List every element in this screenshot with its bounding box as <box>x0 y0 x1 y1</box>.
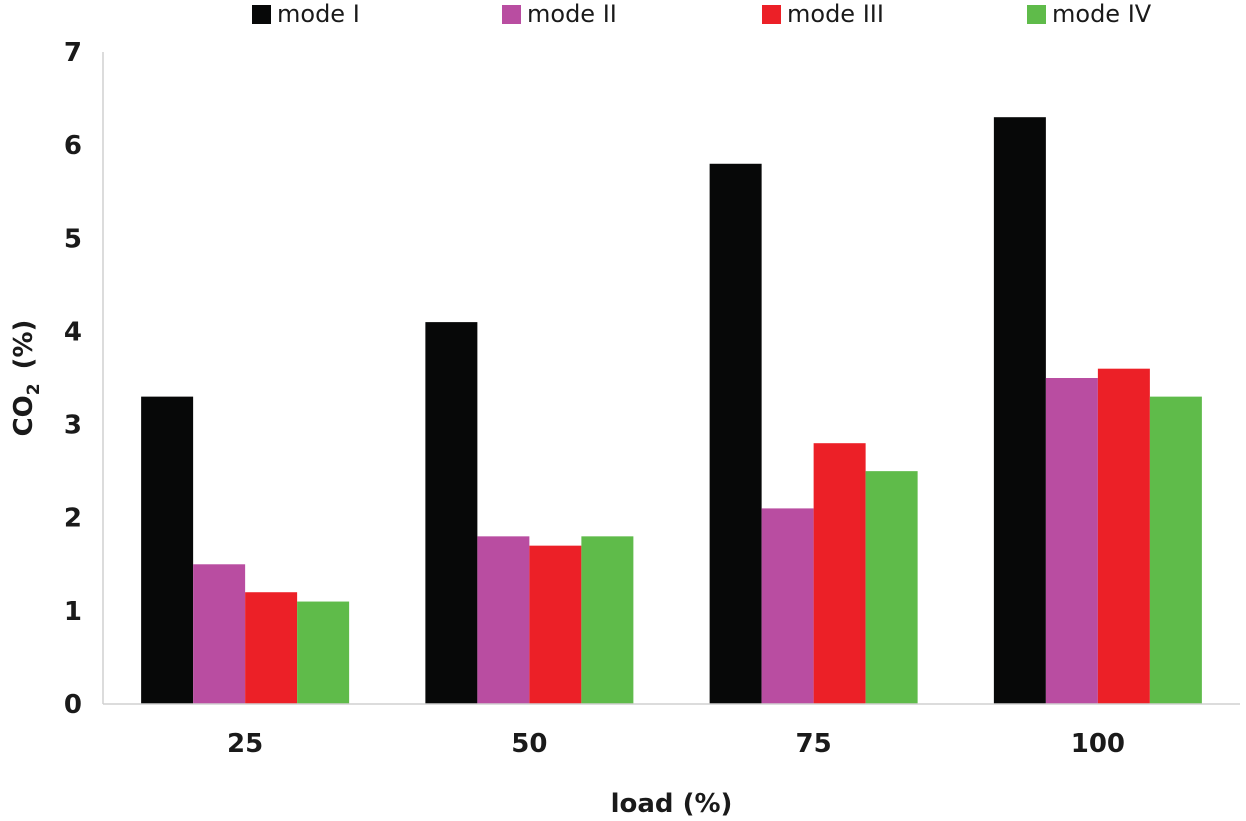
bar <box>709 163 762 704</box>
y-tick-label: 7 <box>64 38 82 68</box>
bar <box>529 545 582 704</box>
y-axis-title-subscript: 2 <box>24 383 44 395</box>
legend-label: mode IV <box>1052 0 1152 28</box>
legend-swatch <box>1027 5 1046 24</box>
legend-swatch <box>252 5 271 24</box>
x-tick-label: 50 <box>511 729 547 759</box>
legend-label: mode III <box>787 0 884 28</box>
legend: mode I mode II mode III mode IV <box>252 0 1152 28</box>
x-tick-label: 75 <box>796 729 832 759</box>
legend-label: mode I <box>277 0 360 28</box>
y-tick-label: 2 <box>64 504 82 534</box>
bar <box>865 471 918 704</box>
x-tick-label: 25 <box>227 729 263 759</box>
bar <box>297 601 350 704</box>
bars <box>141 117 1202 704</box>
y-tick-label: 0 <box>64 690 82 720</box>
y-axis-title-unit: (%) <box>9 320 39 370</box>
bar <box>477 536 530 704</box>
bar <box>141 396 194 704</box>
bar <box>425 322 478 704</box>
y-tick-label: 5 <box>64 224 82 254</box>
x-tick-label: 100 <box>1071 729 1125 759</box>
bar <box>245 592 298 704</box>
y-tick-label: 4 <box>64 317 82 347</box>
bar <box>993 117 1046 704</box>
bar <box>813 443 866 704</box>
y-axis-ticks: 0 1 2 3 4 5 6 7 <box>64 38 82 720</box>
y-tick-label: 3 <box>64 411 82 441</box>
bar <box>1097 368 1150 704</box>
bar <box>193 564 246 704</box>
y-tick-label: 1 <box>64 597 82 627</box>
legend-label: mode II <box>527 0 617 28</box>
bar <box>761 508 814 704</box>
bar <box>1149 396 1202 704</box>
legend-swatch <box>502 5 521 24</box>
y-axis-title-main: CO <box>9 395 39 436</box>
y-tick-label: 6 <box>64 131 82 161</box>
x-axis-title: load (%) <box>611 789 733 819</box>
legend-swatch <box>762 5 781 24</box>
x-axis-ticks: 25 50 75 100 <box>227 729 1125 759</box>
bar <box>1045 378 1098 704</box>
y-axis-title: CO2 (%) <box>9 320 44 437</box>
bar <box>581 536 634 704</box>
